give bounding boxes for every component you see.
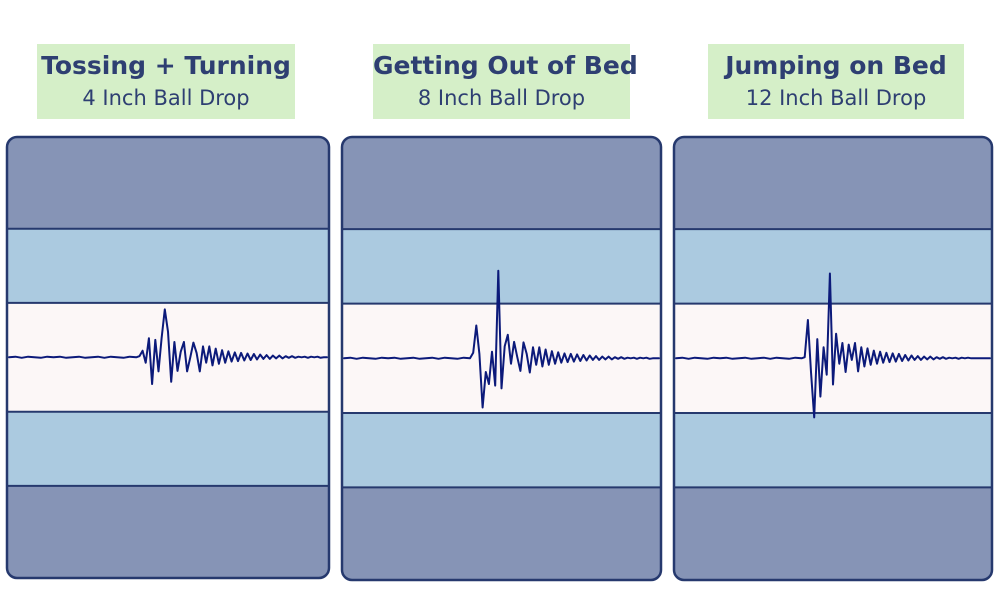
panel-title: Jumping on Bed — [725, 51, 947, 80]
zone-bands — [674, 137, 992, 580]
zone-band-outer — [342, 487, 661, 580]
zone-band-outer — [7, 485, 329, 578]
panel-label: Jumping on Bed 12 Inch Ball Drop — [708, 44, 964, 119]
panel-label: Getting Out of Bed 8 Inch Ball Drop — [373, 44, 638, 119]
panel-subtitle: 12 Inch Ball Drop — [745, 86, 927, 110]
vibration-chart — [5, 135, 331, 580]
vibration-trace — [343, 269, 660, 409]
chart-frame — [672, 135, 994, 582]
motion-panel-getting-out: Getting Out of Bed 8 Inch Ball Drop — [336, 0, 668, 607]
zone-band-middle — [7, 411, 329, 487]
motion-panel-jumping: Jumping on Bed 12 Inch Ball Drop — [668, 0, 1000, 607]
panel-label: Tossing + Turning 4 Inch Ball Drop — [37, 44, 295, 119]
zone-band-outer — [342, 137, 661, 230]
zone-band-middle — [674, 412, 992, 488]
motion-panel-tossing: Tossing + Turning 4 Inch Ball Drop — [0, 0, 336, 607]
vibration-chart — [340, 135, 663, 582]
zone-band-middle — [674, 229, 992, 305]
panel-subtitle: 4 Inch Ball Drop — [82, 86, 250, 110]
zone-band-middle — [7, 228, 329, 304]
zone-band-outer — [674, 487, 992, 580]
chart-frame — [5, 135, 331, 580]
vibration-chart — [672, 135, 994, 582]
panel-title: Getting Out of Bed — [373, 51, 638, 80]
panel-subtitle: 8 Inch Ball Drop — [417, 86, 586, 110]
zone-band-outer — [7, 137, 329, 230]
vibration-trace — [8, 308, 328, 385]
vibration-trace — [675, 272, 991, 419]
panel-title: Tossing + Turning — [41, 51, 291, 80]
zone-band-middle — [342, 412, 661, 488]
zone-band-outer — [674, 137, 992, 230]
zone-band-middle — [342, 229, 661, 305]
zone-bands — [342, 137, 661, 580]
zone-bands — [7, 137, 329, 578]
chart-frame — [340, 135, 663, 582]
